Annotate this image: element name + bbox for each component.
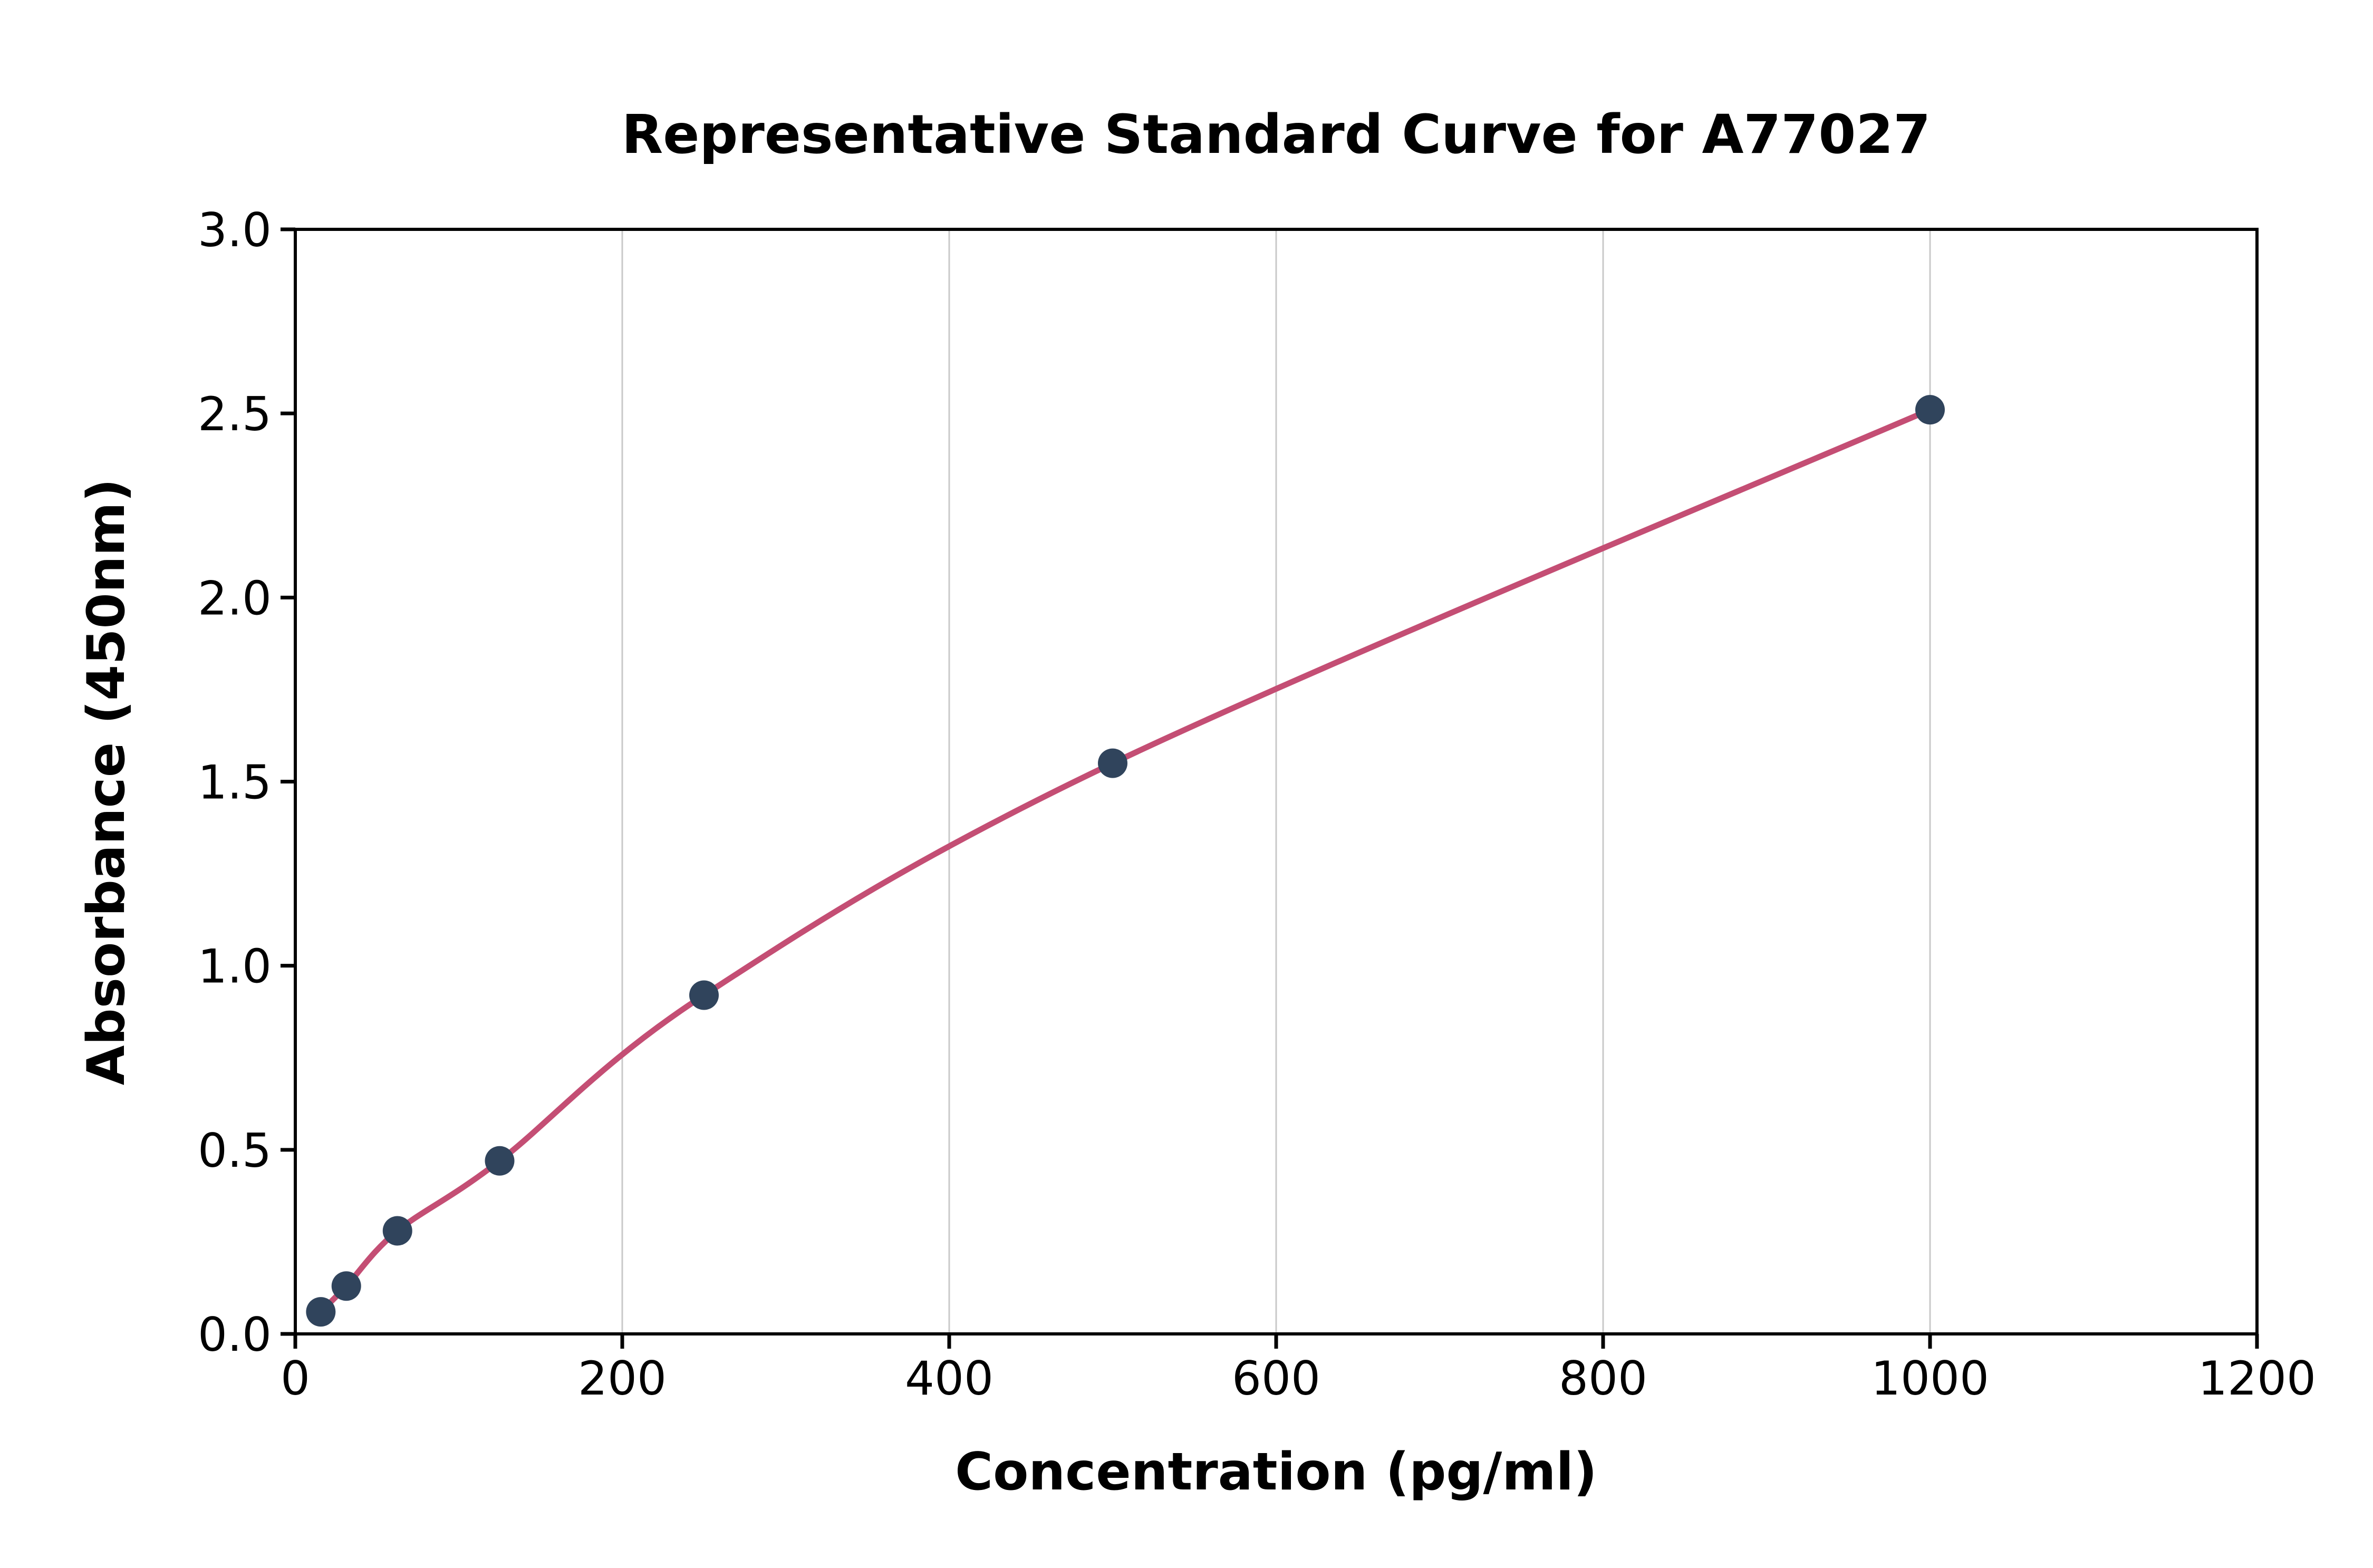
y-axis-label: Absorbance (450nm): [76, 479, 137, 1086]
x-tick-label: 200: [578, 1351, 667, 1406]
data-point: [306, 1297, 336, 1327]
x-tick-label: 0: [281, 1351, 310, 1406]
y-tick-label: 1.5: [198, 756, 272, 810]
y-tick-label: 3.0: [198, 203, 272, 257]
data-point: [1098, 748, 1127, 778]
y-tick-label: 0.0: [198, 1308, 272, 1362]
y-tick-label: 1.0: [198, 940, 272, 994]
x-tick-label: 1200: [2198, 1351, 2316, 1406]
x-axis-label: Concentration (pg/ml): [955, 1442, 1597, 1502]
chart-title: Representative Standard Curve for A77027: [622, 103, 1931, 166]
plot-area: 0 200 400 600 800 1000 1200 0.0 0.5 1.0 1.5 2.0 2.5 3…: [198, 203, 2316, 1406]
data-point: [331, 1271, 361, 1301]
x-tick-label: 1000: [1871, 1351, 1989, 1406]
y-tick-label: 2.5: [198, 387, 272, 441]
data-point: [485, 1146, 515, 1176]
data-point: [689, 980, 719, 1010]
y-tick-label: 2.0: [198, 571, 272, 625]
y-tick-label: 0.5: [198, 1124, 272, 1178]
x-tick-label: 400: [905, 1351, 993, 1406]
data-point: [1915, 395, 1945, 425]
x-tick-label: 600: [1232, 1351, 1320, 1406]
fit-curve: [317, 406, 1933, 1315]
data-point: [382, 1216, 412, 1246]
x-tick-label: 800: [1559, 1351, 1647, 1406]
